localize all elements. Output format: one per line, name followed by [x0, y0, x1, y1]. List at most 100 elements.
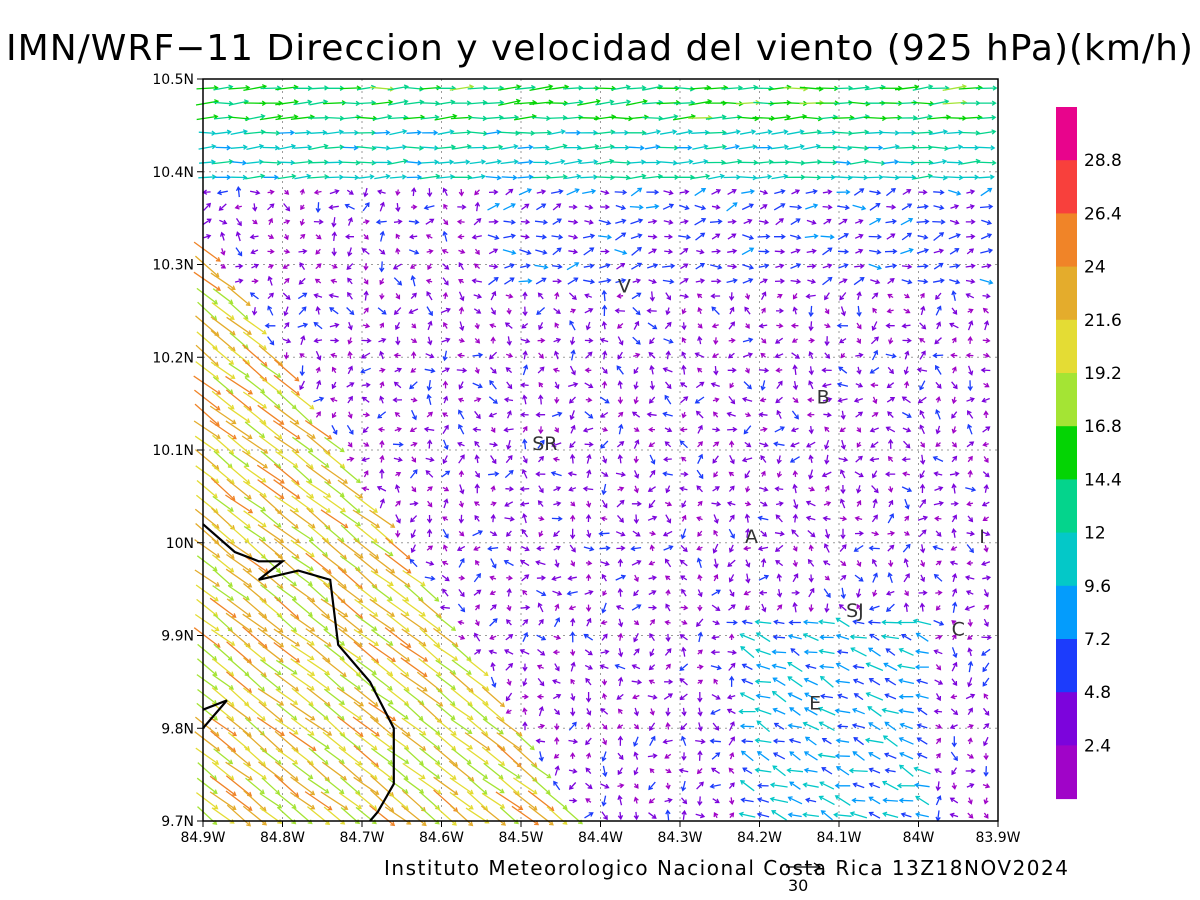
- wind-arrow: [790, 648, 800, 657]
- wind-arrow: [489, 531, 498, 537]
- wind-arrow: [853, 693, 864, 701]
- station-label: SJ: [846, 600, 864, 622]
- wind-arrow: [679, 426, 688, 433]
- wind-arrow: [425, 560, 435, 566]
- wind-arrow: [839, 544, 847, 553]
- wind-arrow: [553, 307, 561, 315]
- wind-arrow: [648, 812, 657, 819]
- wind-arrow: [896, 782, 916, 789]
- wind-arrow: [291, 525, 315, 542]
- wind-arrow: [393, 219, 403, 225]
- wind-arrow: [983, 589, 989, 598]
- wind-arrow: [775, 218, 784, 226]
- wind-arrow: [443, 321, 448, 329]
- wind-arrow: [569, 365, 576, 376]
- wind-arrow: [633, 783, 639, 789]
- wind-arrow: [425, 456, 435, 463]
- wind-arrow: [410, 275, 416, 287]
- wind-arrow: [934, 768, 942, 774]
- wind-arrow: [616, 499, 625, 508]
- wind-arrow: [665, 782, 671, 790]
- wind-arrow: [298, 306, 307, 315]
- wind-arrow: [935, 442, 941, 447]
- wind-arrow: [966, 423, 973, 435]
- wind-arrow: [792, 470, 799, 477]
- map-title: IMN/WRF−11 Direccion y velocidad del vie…: [6, 28, 1194, 69]
- wind-arrow: [584, 649, 593, 656]
- wind-arrow: [982, 516, 990, 521]
- wind-arrow: [372, 159, 393, 166]
- wind-arrow: [515, 732, 535, 751]
- wind-arrow: [898, 764, 914, 777]
- wind-arrow: [854, 233, 864, 239]
- wind-arrow: [275, 688, 299, 705]
- wind-arrow: [356, 160, 377, 166]
- wind-arrow: [694, 188, 707, 197]
- wind-arrow: [772, 634, 786, 640]
- wind-arrow: [241, 435, 269, 454]
- wind-arrow: [379, 468, 385, 479]
- wind-arrow: [443, 395, 449, 404]
- wind-arrow: [760, 470, 766, 477]
- wind-arrow: [505, 662, 514, 671]
- wind-arrow: [965, 263, 976, 269]
- colorbar-label: 4.8: [1084, 683, 1111, 703]
- wind-arrow: [615, 204, 627, 211]
- colorbar-label: 7.2: [1084, 630, 1111, 650]
- wind-arrow: [983, 753, 989, 761]
- wind-arrow: [824, 336, 830, 347]
- wind-arrow: [521, 203, 530, 211]
- wind-arrow: [474, 649, 482, 655]
- wind-arrow: [352, 716, 380, 737]
- wind-arrow: [872, 572, 878, 583]
- wind-arrow: [505, 486, 515, 492]
- wind-arrow: [898, 797, 914, 804]
- wind-arrow: [489, 575, 497, 581]
- wind-arrow: [712, 397, 720, 403]
- wind-arrow: [728, 662, 736, 671]
- wind-arrow: [646, 203, 660, 210]
- wind-arrow: [935, 408, 941, 420]
- wind-arrow: [420, 114, 440, 121]
- wind-arrow: [245, 777, 265, 795]
- wind-arrow: [962, 144, 980, 151]
- wind-arrow: [933, 500, 944, 507]
- wind-arrow: [817, 752, 836, 758]
- wind-arrow: [712, 486, 720, 492]
- wind-arrow: [421, 159, 440, 165]
- wind-arrow: [681, 337, 687, 344]
- wind-arrow: [353, 701, 379, 722]
- wind-arrow: [822, 189, 833, 195]
- wind-arrow: [600, 204, 611, 210]
- wind-arrow: [792, 483, 798, 494]
- wind-arrow: [868, 767, 881, 774]
- wind-arrow: [776, 471, 783, 478]
- wind-arrow: [535, 471, 546, 477]
- wind-arrow: [568, 486, 577, 492]
- wind-arrow: [410, 292, 417, 300]
- wind-arrow: [664, 381, 672, 390]
- wind-arrow: [598, 234, 613, 240]
- x-tick-label: 84.2W: [737, 830, 782, 846]
- wind-arrow: [267, 275, 273, 286]
- wind-arrow: [321, 613, 348, 632]
- wind-arrow: [757, 783, 769, 789]
- wind-arrow: [681, 752, 687, 761]
- wind-arrow: [534, 264, 549, 270]
- wind-arrow: [631, 664, 641, 670]
- wind-arrow: [851, 707, 865, 715]
- wind-arrow: [967, 515, 974, 523]
- wind-arrow: [197, 643, 218, 661]
- wind-arrow: [552, 203, 562, 211]
- wind-arrow: [882, 811, 899, 819]
- wind-arrow: [711, 589, 721, 596]
- wind-arrow: [741, 188, 756, 195]
- wind-arrow: [360, 352, 371, 359]
- wind-arrow: [617, 794, 623, 806]
- wind-arrow: [601, 471, 609, 477]
- wind-arrow: [881, 707, 899, 715]
- wind-arrow: [633, 767, 639, 776]
- wind-arrow: [839, 427, 846, 432]
- wind-arrow: [629, 204, 644, 210]
